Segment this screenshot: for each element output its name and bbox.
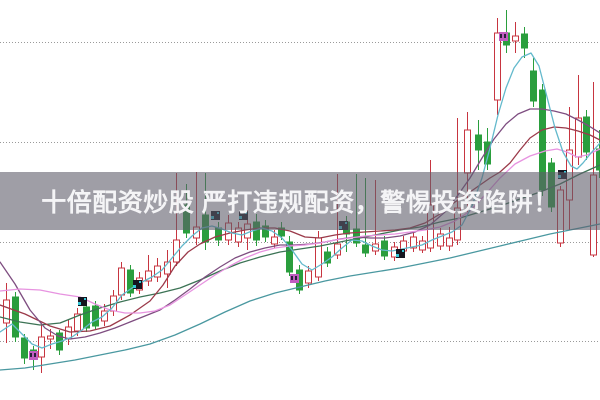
signal-marker-magenta <box>290 274 299 283</box>
signal-marker-magenta <box>29 351 38 360</box>
signal-marker-magenta <box>499 32 508 41</box>
signal-marker-black <box>133 280 142 289</box>
signal-marker-black <box>78 297 87 306</box>
ma-slow-darkcyan <box>0 223 600 371</box>
warning-banner: 十倍配资炒股 严打违规配资，警惕投资陷阱！ <box>0 172 600 230</box>
ma-maroon <box>0 126 600 333</box>
signal-marker-black <box>396 249 405 258</box>
banner-text: 十倍配资炒股 严打违规配资，警惕投资陷阱！ <box>41 189 559 217</box>
ma-cyan <box>0 52 600 349</box>
ma-pink <box>0 148 600 314</box>
